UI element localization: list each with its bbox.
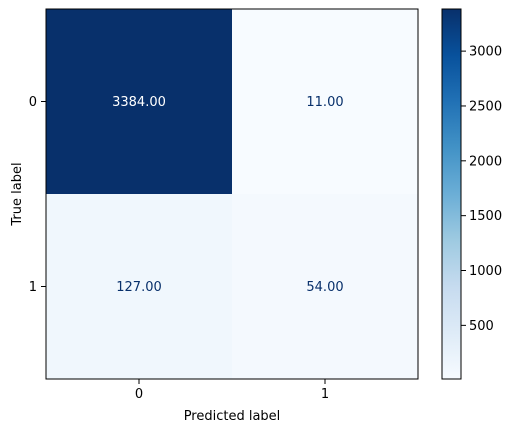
- colorbar-tick-label: 3000: [469, 45, 502, 60]
- heatmap-cell-labels: 3384.00 11.00 127.00 54.00: [112, 95, 343, 295]
- colorbar-tick-label: 2500: [469, 99, 502, 114]
- cell-value-label: 11.00: [306, 95, 343, 110]
- x-tick-label: 1: [321, 387, 329, 402]
- heatmap-cell: [232, 194, 418, 379]
- plot-frame: [45, 8, 419, 380]
- cell-value-label: 127.00: [116, 280, 162, 295]
- y-axis-ticks: 01: [29, 95, 46, 295]
- heatmap-cell: [46, 194, 232, 379]
- x-tick-label: 0: [135, 387, 143, 402]
- y-axis-label: True label: [10, 162, 25, 226]
- colorbar-tick-label: 1500: [469, 209, 502, 224]
- y-tick-label: 1: [29, 280, 37, 295]
- heatmap-cell: [46, 9, 232, 194]
- colorbar: [441, 8, 462, 380]
- y-tick-label: 0: [29, 95, 37, 110]
- cell-value-label: 3384.00: [112, 95, 166, 110]
- colorbar-ticks: 500 1000 1500 2000 2500 3000: [461, 45, 502, 334]
- cell-value-label: 54.00: [306, 280, 343, 295]
- heatmap-cell: [232, 9, 418, 194]
- x-axis-label: Predicted label: [184, 409, 281, 424]
- colorbar-tick-label: 1000: [469, 264, 502, 279]
- heatmap-cells: [46, 9, 418, 379]
- colorbar-tick-label: 500: [469, 319, 494, 334]
- colorbar-tick-label: 2000: [469, 154, 502, 169]
